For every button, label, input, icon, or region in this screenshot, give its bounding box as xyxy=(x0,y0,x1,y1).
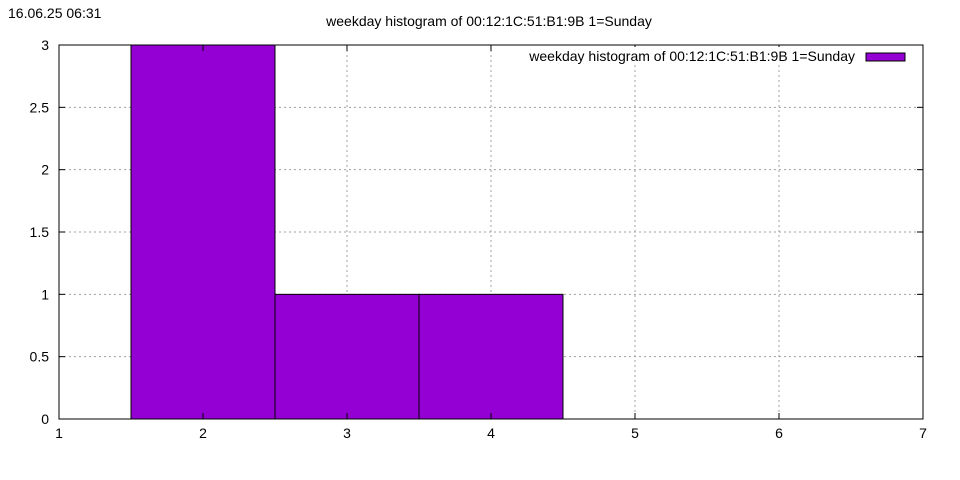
y-tick-label: 3 xyxy=(41,37,49,53)
chart-title: weekday histogram of 00:12:1C:51:B1:9B 1… xyxy=(325,13,652,29)
y-tick-label: 1 xyxy=(41,286,49,302)
y-tick-label: 2.5 xyxy=(30,99,50,115)
x-tick-label: 4 xyxy=(487,425,495,441)
x-tick-label: 3 xyxy=(343,425,351,441)
plot-frame xyxy=(58,44,924,420)
timestamp: 16.06.25 06:31 xyxy=(8,5,102,21)
y-tick-label: 0.5 xyxy=(30,349,50,365)
histogram-bar xyxy=(418,293,564,420)
legend-swatch xyxy=(865,52,906,62)
x-tick-label: 5 xyxy=(631,425,639,441)
histogram-bar xyxy=(130,44,276,420)
legend: weekday histogram of 00:12:1C:51:B1:9B 1… xyxy=(525,47,909,65)
y-tick-label: 0 xyxy=(41,411,49,427)
histogram-bar xyxy=(274,293,420,420)
x-tick-label: 6 xyxy=(775,425,783,441)
y-axis-tick-labels: 0 0.5 1 1.5 2 2.5 3 xyxy=(30,37,50,427)
x-tick-label: 2 xyxy=(199,425,207,441)
bars xyxy=(130,44,564,420)
legend-background xyxy=(525,47,909,65)
legend-label: weekday histogram of 00:12:1C:51:B1:9B 1… xyxy=(528,48,855,64)
x-tick-label: 7 xyxy=(919,425,927,441)
x-axis-tick-labels: 1 2 3 4 5 6 7 xyxy=(55,425,927,441)
x-tick-label: 1 xyxy=(55,425,63,441)
y-tick-label: 1.5 xyxy=(30,224,50,240)
y-tick-label: 2 xyxy=(41,162,49,178)
